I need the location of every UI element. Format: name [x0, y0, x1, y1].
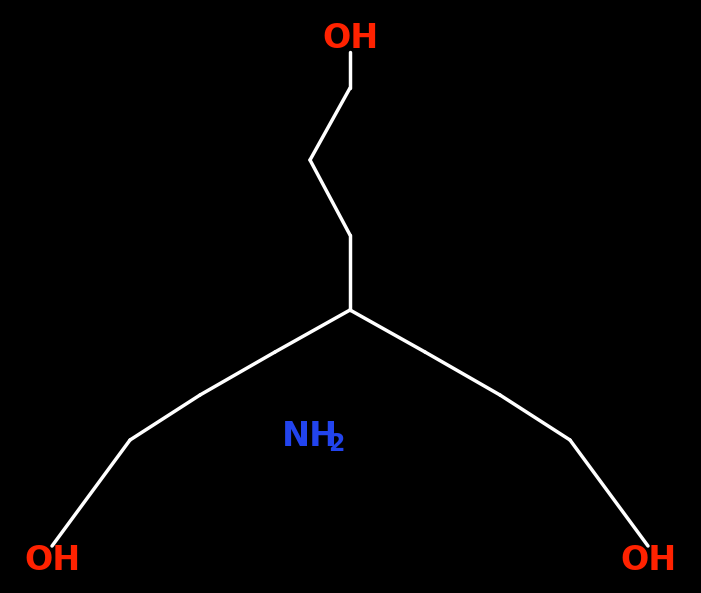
- Text: OH: OH: [620, 544, 676, 576]
- Text: OH: OH: [24, 544, 80, 576]
- Text: NH: NH: [282, 419, 338, 452]
- Text: 2: 2: [328, 432, 344, 456]
- Text: OH: OH: [322, 21, 378, 55]
